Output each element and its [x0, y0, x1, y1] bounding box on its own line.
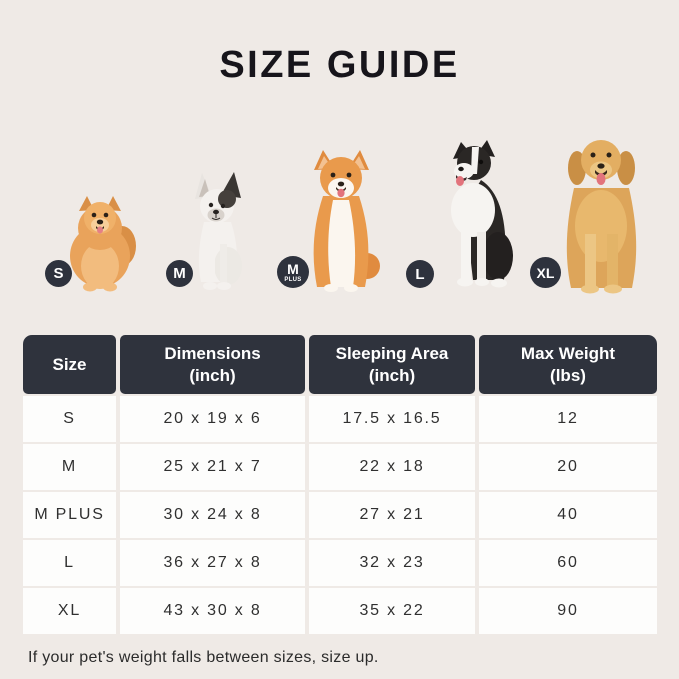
size-badge-l-label: L — [415, 265, 425, 283]
table-cell-weight-l: 60 — [479, 540, 657, 586]
size-badge-m-label: M — [173, 265, 186, 282]
table-cell-size-l: L — [23, 540, 116, 586]
size-badge-m-plus-sublabel: PLUS — [284, 276, 302, 283]
size-badge-m-plus: M PLUS — [277, 256, 309, 288]
table-cell-size-s: S — [23, 396, 116, 442]
table-cell-sleeping-m: 22 x 18 — [309, 444, 475, 490]
table-cell-size-xl: XL — [23, 588, 116, 634]
table-header-dimensions-line2: (inch) — [189, 365, 236, 385]
table-cell-weight-mplus: 40 — [479, 492, 657, 538]
table-header-sleeping-area-line2: (inch) — [368, 365, 416, 385]
table-cell-sleeping-mplus: 27 x 21 — [309, 492, 475, 538]
table-cell-size-m: M — [23, 444, 116, 490]
size-badge-s-label: S — [53, 265, 64, 282]
table-cell-dimensions-l: 36 x 27 x 8 — [120, 540, 305, 586]
size-table: Size Dimensions (inch) Sleeping Area (in… — [23, 335, 657, 634]
page-title: SIZE GUIDE — [219, 44, 460, 86]
table-header-size-line1: Size — [52, 354, 87, 374]
table-cell-dimensions-m: 25 x 21 x 7 — [120, 444, 305, 490]
size-badge-xl-label: XL — [536, 264, 555, 281]
table-header-dimensions: Dimensions (inch) — [120, 335, 305, 394]
table-header-size: Size — [23, 335, 116, 394]
table-cell-weight-xl: 90 — [479, 588, 657, 634]
table-header-sleeping-area: Sleeping Area (inch) — [309, 335, 475, 394]
size-badge-s: S — [45, 260, 72, 287]
table-cell-weight-m: 20 — [479, 444, 657, 490]
table-header-max-weight-line1: Max Weight — [520, 344, 616, 364]
size-badge-m: M — [166, 260, 193, 287]
table-header-sleeping-area-line1: Sleeping Area — [335, 344, 449, 364]
table-header-max-weight-line2: (lbs) — [550, 365, 586, 385]
table-cell-dimensions-mplus: 30 x 24 x 8 — [120, 492, 305, 538]
table-cell-dimensions-s: 20 x 19 x 6 — [120, 396, 305, 442]
table-cell-sleeping-xl: 35 x 22 — [309, 588, 475, 634]
table-cell-weight-s: 12 — [479, 396, 657, 442]
golden-retriever-dog-icon — [566, 140, 637, 294]
table-cell-dimensions-xl: 43 x 30 x 8 — [120, 588, 305, 634]
border-collie-dog-icon — [451, 140, 513, 288]
footnote-text: If your pet's weight falls between sizes… — [28, 649, 379, 666]
size-badge-xl: XL — [530, 257, 561, 288]
table-header-max-weight: Max Weight (lbs) — [479, 335, 657, 394]
table-cell-sleeping-s: 17.5 x 16.5 — [309, 396, 475, 442]
size-badge-m-plus-label: M — [287, 260, 299, 277]
table-cell-size-mplus: M PLUS — [23, 492, 116, 538]
size-badge-l: L — [406, 260, 434, 288]
french-bulldog-dog-icon — [195, 172, 242, 290]
pomeranian-dog-icon — [70, 196, 136, 292]
table-header-dimensions-line1: Dimensions — [164, 344, 261, 364]
table-cell-sleeping-l: 32 x 23 — [309, 540, 475, 586]
shiba-inu-dog-icon — [313, 150, 380, 292]
